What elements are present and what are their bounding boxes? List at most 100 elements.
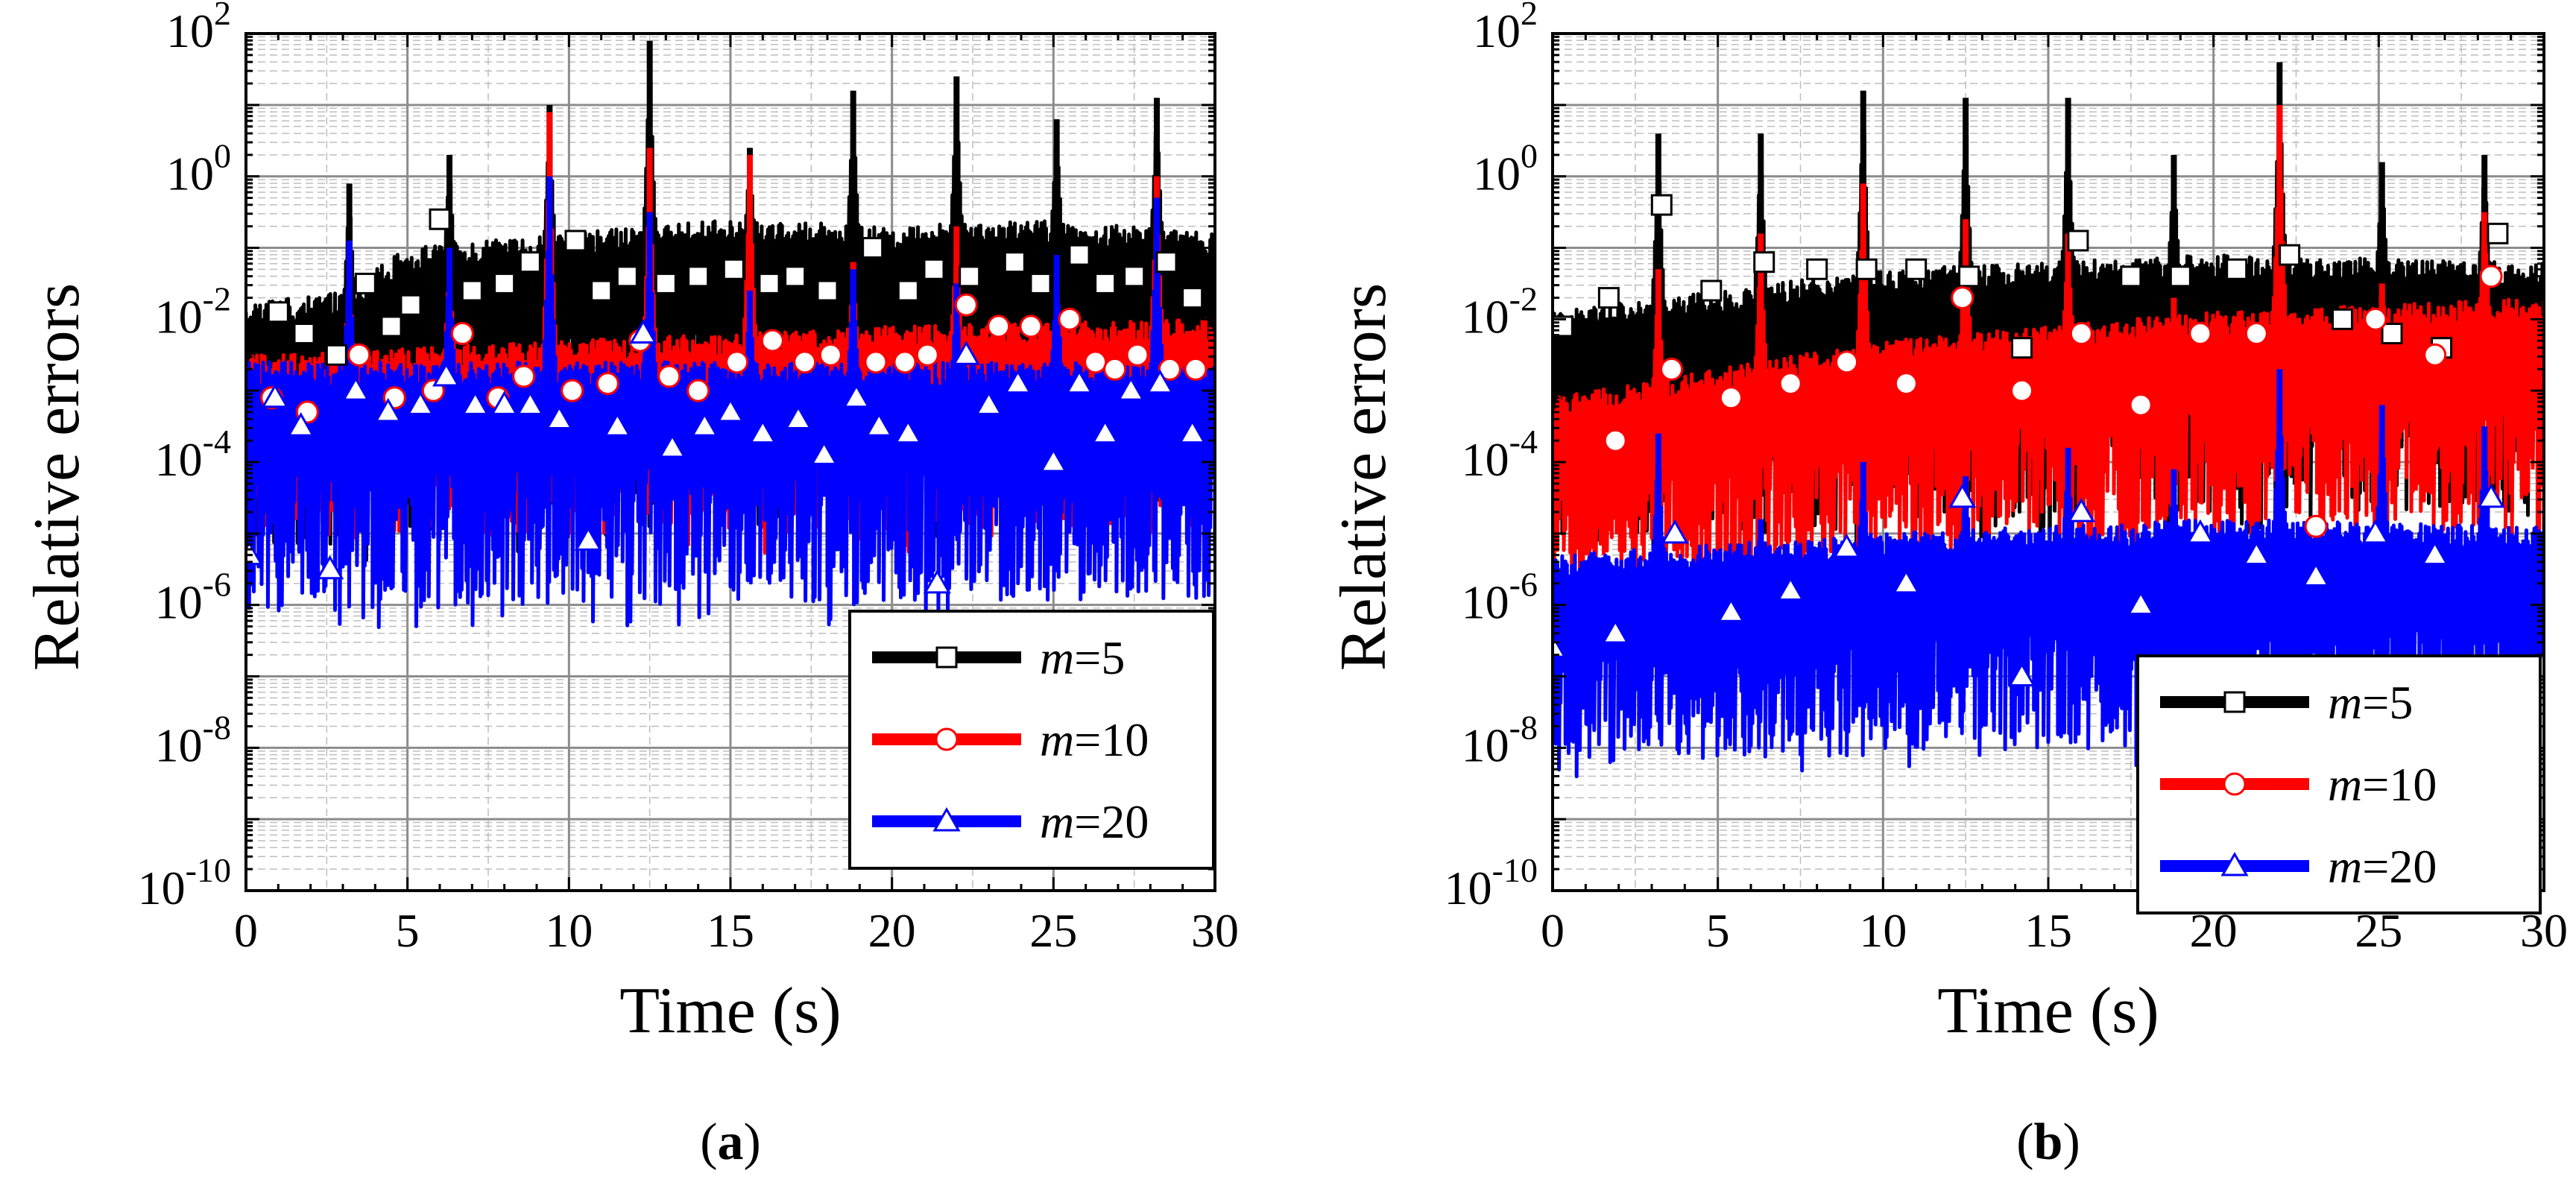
data-point-m=5 [2381, 323, 2403, 344]
series-group [1553, 62, 2544, 779]
x-tick-label: 30 [1191, 904, 1239, 957]
data-point-m=10 [657, 364, 681, 388]
data-point-m=20 [490, 391, 519, 415]
x-tick-label: 0 [1541, 904, 1565, 957]
data-point-m=20 [894, 419, 922, 444]
data-point-m=20 [2067, 498, 2095, 522]
data-point-m=5 [461, 279, 483, 302]
data-point-m=20 [545, 405, 573, 429]
data-point-m=10 [1103, 357, 1127, 381]
x-tick-label: 20 [868, 904, 916, 957]
data-point-m=20 [2302, 562, 2330, 587]
data-point-m=5 [1094, 272, 1117, 294]
legend-marker-m=20 [932, 806, 961, 832]
data-point-m=20 [1892, 569, 1920, 594]
data-point-m=10 [1603, 429, 1627, 452]
data-point-m=20 [1091, 419, 1120, 444]
data-point-m=5 [519, 251, 541, 274]
data-point-m=20 [748, 419, 777, 444]
data-point-m=20 [1832, 533, 1861, 558]
legend-marker-m=5 [935, 646, 958, 669]
data-point-m=10 [2304, 514, 2328, 538]
data-point-m=10 [561, 379, 584, 402]
data-point-m=20 [1776, 576, 1805, 601]
data-point-m=10 [760, 329, 784, 353]
x-tick-label: 0 [234, 904, 258, 957]
marker-group [246, 208, 1208, 594]
data-point-m=5 [1806, 258, 1828, 280]
data-point-m=10 [2244, 322, 2268, 345]
data-point-m=10 [596, 372, 619, 396]
panel-caption: (b) [2016, 1113, 2080, 1171]
data-point-m=20 [784, 405, 812, 429]
x-tick-label: 5 [1706, 904, 1730, 957]
data-point-m=20 [1146, 369, 1174, 394]
data-point-m=20 [2242, 540, 2270, 566]
data-point-m=20 [865, 412, 893, 437]
x-tick-label: 15 [707, 904, 754, 957]
data-point-m=10 [864, 350, 888, 374]
data-point-m=10 [1951, 286, 1974, 310]
data-point-m=5 [380, 315, 402, 338]
x-axis-label: Time (s) [619, 975, 841, 1047]
data-point-m=20 [1065, 369, 1093, 394]
data-point-m=10 [2129, 393, 2153, 417]
legend-marker-m=10 [935, 727, 959, 751]
chart-b-svg: 0 5 10 15 20 25 3010-1010-810-610-410-2100102T… [1328, 0, 2568, 1171]
data-point-m=20 [1661, 519, 1689, 544]
data-point-m=5 [1123, 265, 1146, 288]
tick-group [244, 34, 1216, 892]
data-point-m=20 [316, 554, 344, 580]
data-point-m=10 [1778, 372, 1802, 396]
legend-label-m=10: m=10 [2328, 758, 2437, 811]
data-point-m=20 [975, 391, 1003, 415]
data-point-m=5 [590, 279, 613, 302]
data-point-m=20 [603, 412, 631, 437]
legend-label-m=20: m=20 [1040, 795, 1149, 848]
legend: m=5 m=10 m=20 [848, 610, 1215, 870]
data-point-m=10 [2479, 265, 2503, 288]
data-point-m=10 [686, 379, 710, 402]
data-point-m=10 [954, 293, 978, 317]
data-point-m=5 [2120, 265, 2142, 288]
y-axis-label: Relative errors [1328, 283, 1400, 671]
y-tick-label: 10-10 [1445, 851, 1538, 914]
data-point-m=10 [1719, 386, 1743, 410]
data-point-m=20 [432, 361, 461, 387]
marker-group [1553, 194, 2509, 686]
data-point-m=10 [818, 343, 842, 367]
x-tick-label: 10 [545, 904, 593, 957]
data-point-m=20 [658, 433, 686, 458]
data-point-m=20 [2127, 590, 2155, 616]
legend-marker-m=10 [2223, 772, 2247, 796]
chart-panel-a: 0 5 10 15 20 25 30 10-10 10-8 10-6 10-4 10-2 100 102 T… [21, 0, 1239, 1171]
data-point-m=5 [959, 265, 981, 288]
data-point-m=5 [400, 294, 422, 316]
data-point-m=20 [952, 341, 980, 365]
data-point-m=20 [261, 383, 289, 408]
data-point-m=5 [1181, 287, 1204, 309]
data-point-m=10 [1660, 357, 1684, 381]
legend: m=5 m=10 m=20 [2136, 654, 2542, 914]
data-point-m=5 [687, 265, 710, 288]
data-point-m=20 [1948, 483, 1977, 508]
data-point-m=5 [564, 230, 587, 252]
y-tick-label: 102 [1473, 0, 1538, 57]
data-point-m=5 [1905, 258, 1928, 280]
legend-label-m=20: m=20 [2328, 840, 2437, 893]
data-point-m=5 [1753, 251, 1775, 274]
data-point-m=5 [1029, 272, 1052, 294]
data-point-m=5 [722, 258, 745, 280]
data-point-m=20 [716, 397, 745, 423]
legend-marker-m=5 [2223, 691, 2246, 713]
data-point-m=10 [1084, 350, 1108, 374]
x-tick-label: 10 [1859, 904, 1907, 957]
x-tick-label: 5 [396, 904, 420, 957]
data-point-m=5 [429, 208, 451, 230]
data-point-m=20 [406, 391, 435, 415]
data-point-m=5 [493, 272, 516, 294]
tick-group [1551, 34, 2545, 892]
data-point-m=10 [2423, 343, 2447, 367]
data-point-m=10 [1894, 372, 1918, 396]
data-point-m=20 [923, 569, 951, 594]
